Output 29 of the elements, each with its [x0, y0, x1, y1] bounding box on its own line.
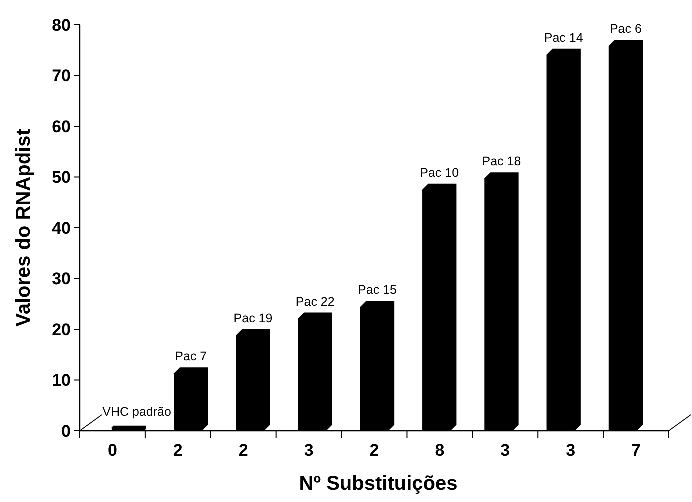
data-label: Pac 14 [544, 30, 584, 45]
y-tick-label: 70 [52, 66, 71, 86]
x-tick-label: 8 [435, 441, 445, 460]
y-tick-label: 50 [52, 168, 71, 188]
y-tick-label: 20 [52, 320, 71, 340]
y-tick-label: 60 [52, 117, 71, 136]
y-tick-label: 40 [52, 218, 71, 238]
y-tick-label: 30 [52, 270, 71, 289]
x-axis-title: Nº Substituições [299, 473, 458, 495]
x-tick-label: 3 [500, 441, 510, 460]
x-tick-label: 2 [173, 441, 183, 460]
data-label: Pac 19 [234, 312, 273, 326]
y-tick-label: 10 [52, 371, 71, 390]
x-tick-label: 3 [566, 441, 576, 460]
x-tick-label: 0 [108, 441, 118, 460]
data-label: Pac 15 [358, 283, 398, 298]
data-label: VHC padrão [102, 404, 172, 419]
y-axis-title: Valores do RNApdist [13, 128, 35, 327]
data-label: Pac 6 [610, 22, 642, 36]
data-label: Pac 18 [482, 154, 522, 169]
data-label: Pac 10 [420, 166, 460, 180]
x-tick-label: 2 [370, 441, 380, 460]
x-tick-label: 3 [304, 441, 314, 460]
x-tick-label: 7 [632, 441, 642, 460]
y-tick-label: 0 [62, 422, 71, 441]
data-label: Pac 7 [175, 350, 208, 364]
x-tick-label: 2 [238, 441, 248, 460]
y-tick-label: 80 [52, 16, 71, 35]
data-label: Pac 22 [296, 294, 335, 309]
